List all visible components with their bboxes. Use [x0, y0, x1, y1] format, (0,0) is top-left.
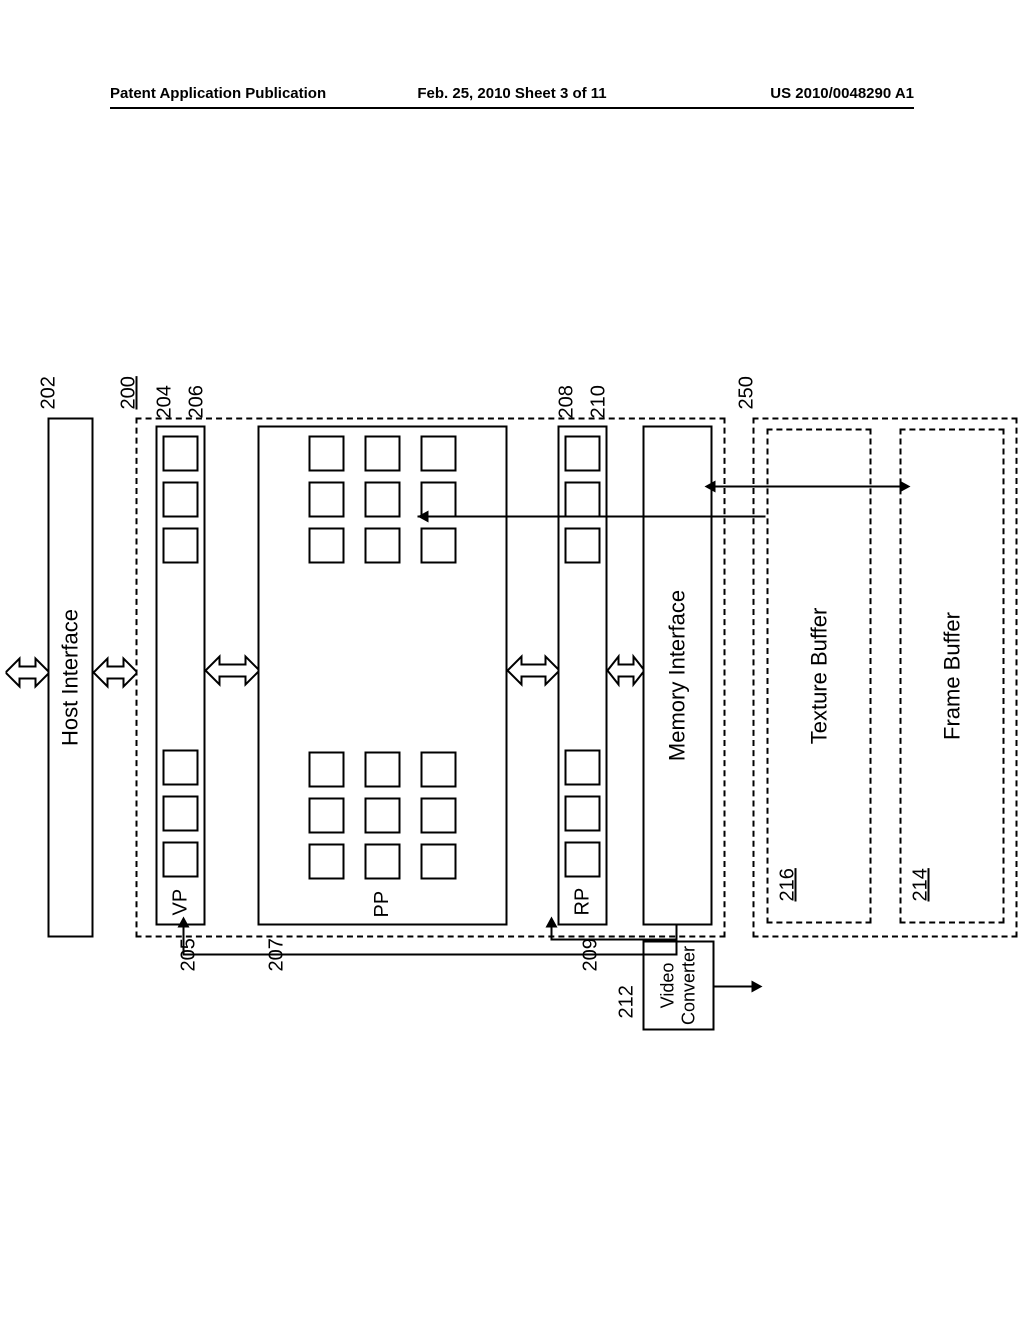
- figure-3-diagram: Host Interface 202 200 VP: [48, 368, 1023, 988]
- bus-arrow-vp-pp: [206, 651, 260, 691]
- vp-unit: [163, 528, 199, 564]
- rp-unit: [565, 528, 601, 564]
- line-texbuf-pp: [508, 516, 766, 518]
- frame-buffer-label: Frame Buffer: [939, 612, 965, 740]
- pp-unit: [309, 844, 345, 880]
- pp-unit: [365, 482, 401, 518]
- pp-unit: [365, 844, 401, 880]
- pp-unit: [421, 528, 457, 564]
- ref-200: 200: [118, 376, 141, 409]
- video-converter-label: Video Converter: [658, 946, 700, 1025]
- vp-unit: [163, 482, 199, 518]
- line-memif-vp-bot: [676, 926, 678, 956]
- texture-buffer-label: Texture Buffer: [806, 608, 832, 745]
- vp-unit: [163, 842, 199, 878]
- rp-unit: [565, 482, 601, 518]
- texture-buffer-block: 216 Texture Buffer: [767, 429, 872, 924]
- arrowhead-to-rp: [546, 917, 558, 928]
- vp-right-units: [163, 436, 199, 564]
- memory-interface-label: Memory Interface: [665, 590, 691, 761]
- vp-unit: [163, 436, 199, 472]
- header-right: US 2010/0048290 A1: [770, 85, 914, 102]
- gpu-dashed-box: VP 205 204: [136, 418, 726, 938]
- ref-216: 216: [777, 868, 800, 901]
- pp-unit: [309, 528, 345, 564]
- vp-left-units: [163, 750, 199, 878]
- ref-204: 204: [154, 385, 177, 418]
- ref-214: 214: [910, 868, 933, 901]
- rp-unit: [565, 796, 601, 832]
- diagram-container: Host Interface 202 200 VP: [48, 368, 1023, 988]
- arrowhead-vconv-out: [752, 981, 763, 993]
- pp-unit: [309, 436, 345, 472]
- pp-unit: [421, 436, 457, 472]
- memory-dashed-box: 216 Texture Buffer 214 Frame Buffer: [753, 418, 1018, 938]
- rp-left-units: [565, 750, 601, 878]
- vp-unit: [163, 796, 199, 832]
- bus-arrow-pp-rp: [508, 651, 560, 691]
- rp-right-units: [565, 436, 601, 564]
- ref-250: 250: [736, 376, 759, 409]
- rp-unit: [565, 436, 601, 472]
- bus-arrow-rp-memif: [608, 651, 645, 691]
- pp-unit: [365, 528, 401, 564]
- ref-208: 208: [556, 385, 579, 418]
- pp-label: PP: [371, 891, 394, 918]
- pp-unit: [421, 798, 457, 834]
- pp-unit: [421, 752, 457, 788]
- host-interface-label: Host Interface: [58, 609, 84, 746]
- rp-block: RP: [558, 426, 608, 926]
- page-header: Patent Application Publication Feb. 25, …: [110, 85, 914, 109]
- bus-arrow-host-gpu: [94, 653, 138, 693]
- pp-unit: [421, 844, 457, 880]
- ref-212: 212: [616, 985, 639, 1018]
- arrowhead-to-vp: [178, 917, 190, 928]
- pp-block: PP: [258, 426, 508, 926]
- arrowhead-memif-up: [705, 481, 716, 493]
- pp-row: [365, 436, 401, 880]
- rp-unit: [565, 750, 601, 786]
- ref-202: 202: [38, 376, 61, 409]
- frame-buffer-block: 214 Frame Buffer: [900, 429, 1005, 924]
- header-center: Feb. 25, 2010 Sheet 3 of 11: [417, 85, 606, 102]
- pp-unit: [365, 798, 401, 834]
- line-memif-framebuf: [713, 486, 903, 488]
- header-left: Patent Application Publication: [110, 85, 326, 102]
- pp-unit: [365, 752, 401, 788]
- pp-unit: [309, 752, 345, 788]
- bus-arrow-top: [6, 653, 50, 693]
- rp-label: RP: [571, 888, 594, 916]
- line-memif-vp-top: [183, 926, 185, 956]
- pp-unit: [309, 482, 345, 518]
- memory-interface-block: Memory Interface: [643, 426, 713, 926]
- vp-unit: [163, 750, 199, 786]
- page: Patent Application Publication Feb. 25, …: [0, 0, 1024, 1320]
- line-vconv-out: [715, 986, 755, 988]
- host-interface-block: Host Interface: [48, 418, 94, 938]
- vp-label: VP: [169, 888, 192, 916]
- rp-unit: [565, 842, 601, 878]
- ref-206: 206: [186, 385, 209, 418]
- ref-210: 210: [588, 385, 611, 418]
- line-vp-loop: [551, 939, 678, 941]
- arrowhead-framebuf-down: [900, 481, 911, 493]
- line-vp-loop-h1: [551, 926, 553, 941]
- vp-block: VP: [156, 426, 206, 926]
- pp-row: [421, 436, 457, 880]
- line-texbuf-pp2: [418, 516, 508, 518]
- pp-unit: [309, 798, 345, 834]
- pp-row: [309, 436, 345, 880]
- line-memif-vp: [183, 954, 678, 956]
- pp-unit: [365, 436, 401, 472]
